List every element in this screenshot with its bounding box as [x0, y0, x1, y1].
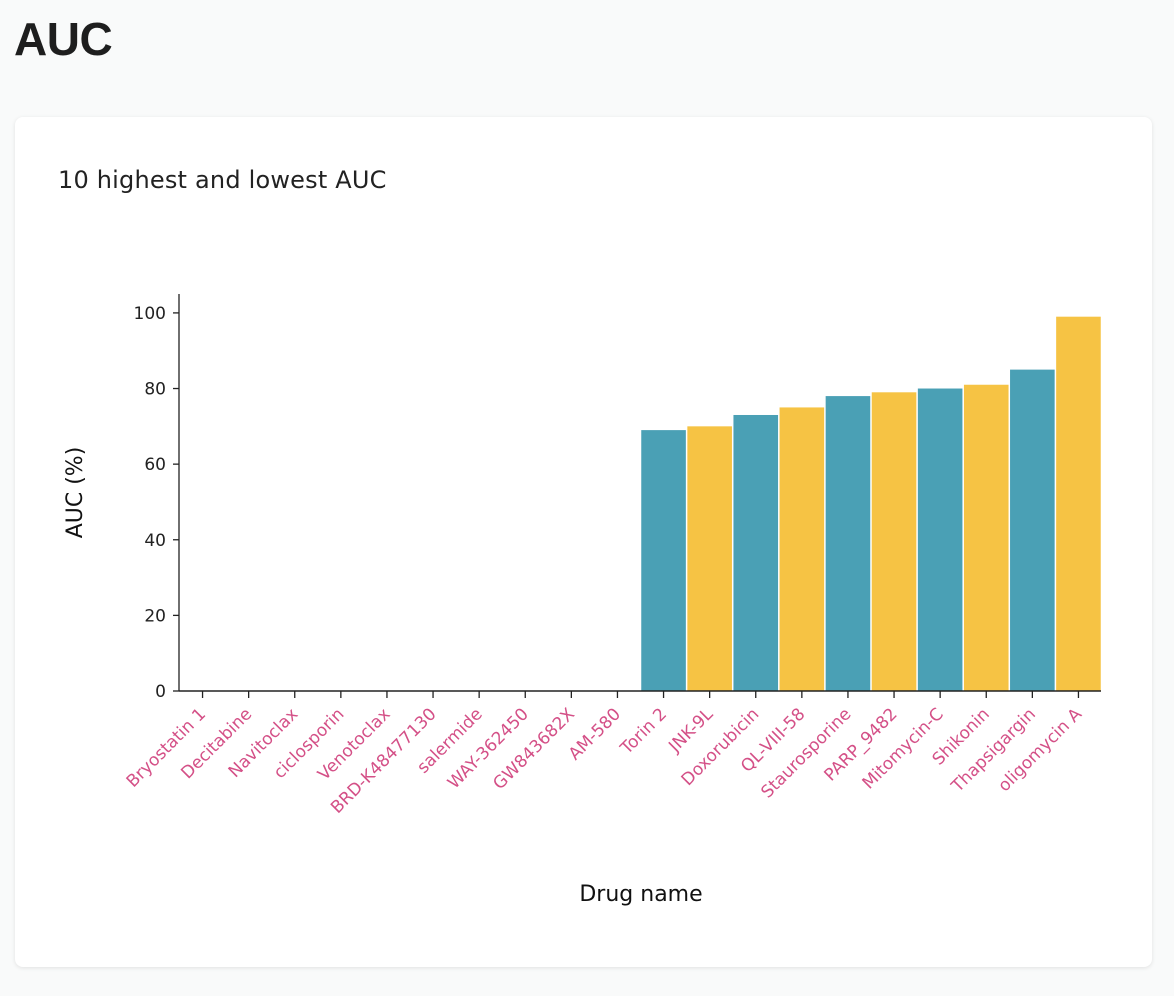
y-tick-label: 80: [144, 380, 166, 400]
y-tick-label: 40: [144, 531, 166, 551]
x-axis: Bryostatin 1DecitabineNavitoclaxciclospo…: [123, 690, 1101, 818]
bar-shikonin: [963, 384, 1009, 691]
bar-ql-viii-58: [779, 407, 825, 691]
x-tick-label: Torin 2: [616, 704, 671, 759]
page-title: AUC: [14, 13, 113, 65]
bar-jnk-9l: [687, 426, 732, 691]
y-axis: 0 20 40 60 80 100: [134, 294, 180, 702]
bar-torin-2: [641, 430, 686, 691]
bar-doxorubicin: [733, 414, 779, 691]
y-axis-title: AUC (%): [63, 447, 88, 539]
y-tick-label: 20: [144, 606, 166, 626]
auc-bar-chart: 0 20 40 60 80 100 Bryostatin 1DecitabineNavit…: [63, 294, 1101, 907]
x-axis-title: Drug name: [579, 882, 702, 907]
y-tick-label: 60: [144, 455, 166, 475]
bar-thapsigargin: [1010, 369, 1055, 691]
y-tick-label: 100: [134, 304, 166, 324]
bar-parp-9482: [871, 392, 917, 691]
chart-card: 10 highest and lowest AUC 0 20 40 60 80 100 B…: [15, 117, 1152, 967]
bar-mitomycin-c: [917, 388, 963, 691]
bar-staurosporine: [825, 396, 871, 691]
bars-group: [641, 316, 1101, 691]
x-tick-label: Bryostatin 1: [123, 704, 210, 791]
chart-title: 10 highest and lowest AUC: [58, 166, 387, 194]
y-tick-label: 0: [155, 682, 166, 702]
x-tick-label: AM-580: [565, 704, 625, 764]
bar-oligomycin-a: [1056, 316, 1101, 691]
